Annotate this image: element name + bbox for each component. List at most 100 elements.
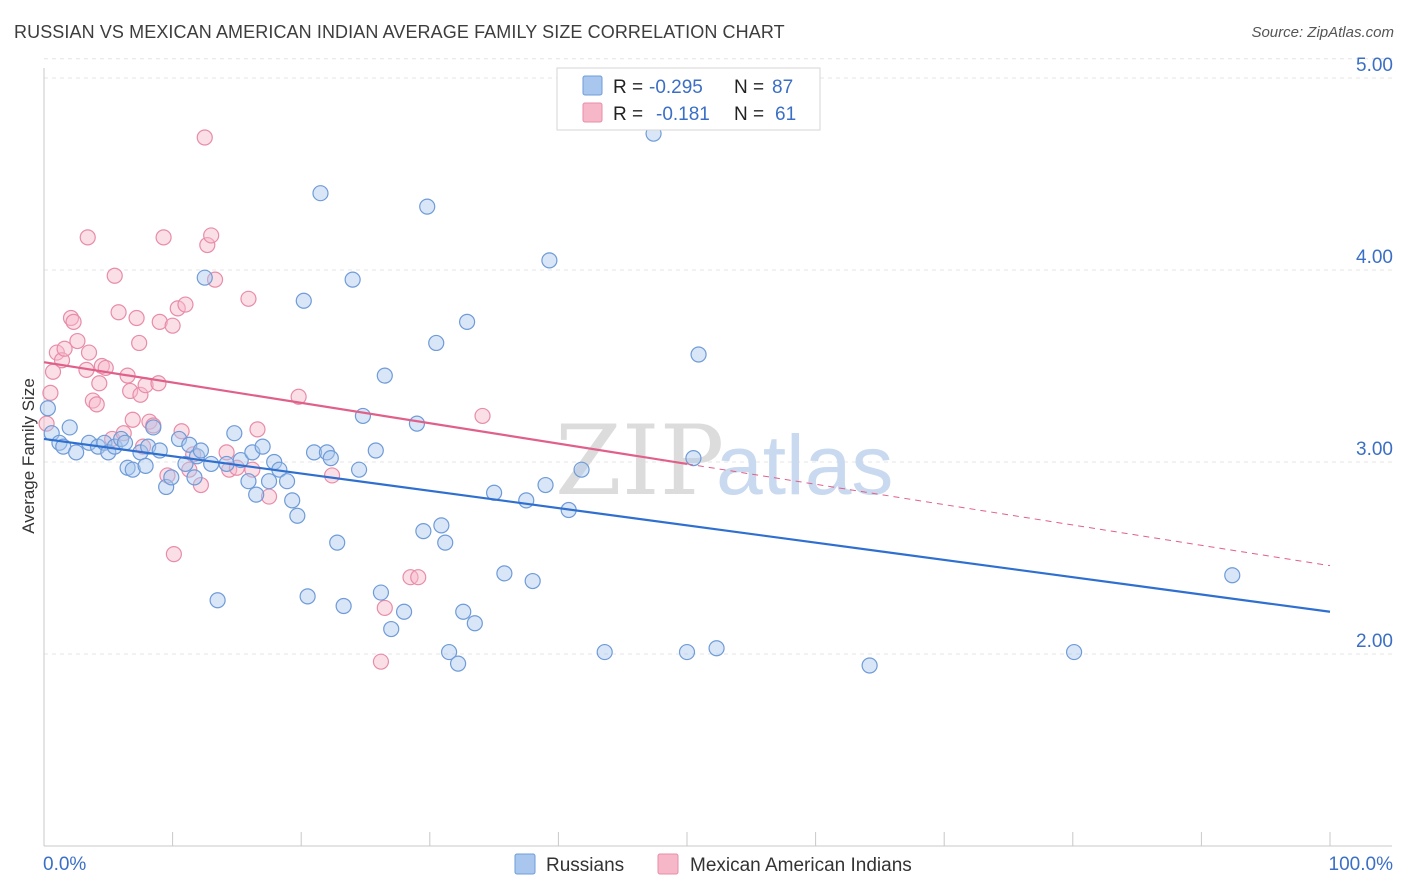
data-point-russians	[299, 588, 316, 605]
data-point-russians	[344, 271, 361, 288]
data-point-russians	[524, 572, 541, 590]
data-point-russians	[1224, 567, 1241, 584]
data-point-russians	[312, 185, 329, 202]
legend-r-value-mexican: -0.181	[656, 104, 710, 125]
data-point-russians	[68, 444, 85, 461]
data-point-russians	[690, 346, 707, 363]
legend-n-label-russians: N =	[734, 77, 764, 98]
data-point-russians	[1065, 643, 1083, 661]
data-point-mexican-american-indians	[249, 421, 266, 438]
data-point-mexican-american-indians	[169, 300, 186, 317]
data-point-russians	[372, 584, 390, 601]
data-point-russians	[163, 469, 180, 486]
trend-line-mexican-american-indians	[43, 361, 688, 466]
source-credit: Source: ZipAtlas.com	[1251, 24, 1394, 41]
data-point-russians	[408, 415, 426, 432]
bottom-legend-label-mexican: Mexican American Indians	[690, 855, 912, 876]
data-point-mexican-american-indians	[42, 384, 59, 401]
data-point-russians	[518, 492, 535, 509]
data-point-russians	[395, 603, 413, 620]
data-point-russians	[419, 198, 436, 215]
data-point-russians	[335, 597, 352, 615]
data-point-mexican-american-indians	[203, 227, 220, 244]
data-point-russians	[861, 657, 878, 674]
data-point-russians	[350, 461, 368, 478]
data-point-russians	[226, 425, 243, 442]
data-point-russians	[284, 492, 301, 509]
trend-line-russians	[43, 437, 1331, 613]
watermark-zip: ZIP	[555, 405, 724, 517]
data-point-mexican-american-indians	[196, 129, 213, 146]
legend-r-value-russians: -0.295	[649, 77, 703, 98]
data-point-russians	[455, 603, 472, 620]
data-point-russians	[367, 442, 384, 459]
data-point-russians	[196, 269, 213, 286]
data-point-russians	[428, 334, 445, 352]
data-point-russians	[170, 430, 188, 448]
data-point-russians	[61, 419, 78, 436]
data-point-mexican-american-indians	[132, 386, 149, 403]
data-point-russians	[354, 407, 372, 425]
data-point-russians	[437, 534, 454, 551]
trend-lines	[43, 361, 1331, 613]
watermark: ZIP atlas	[555, 405, 893, 517]
data-point-russians	[573, 461, 590, 478]
data-point-mexican-american-indians	[376, 599, 393, 617]
data-point-russians	[466, 615, 483, 632]
data-point-mexican-american-indians	[151, 313, 168, 330]
data-point-russians	[289, 507, 306, 524]
data-point-russians	[458, 313, 476, 330]
data-point-russians	[678, 643, 696, 661]
data-point-russians	[137, 457, 154, 474]
data-point-russians	[708, 640, 725, 657]
data-point-mexican-american-indians	[88, 396, 105, 413]
legend-n-label-mexican: N =	[734, 104, 764, 125]
data-point-mexican-american-indians	[240, 290, 257, 307]
data-point-russians	[203, 455, 220, 473]
data-point-mexican-american-indians	[80, 344, 98, 361]
series-legend: Russians Mexican American Indians	[514, 853, 912, 876]
data-point-mexican-american-indians	[79, 229, 96, 246]
correlation-legend: R = -0.295 N = 87 R = -0.181 N = 61	[556, 67, 821, 131]
data-point-mexican-american-indians	[128, 309, 145, 327]
data-point-russians	[305, 444, 323, 461]
data-point-russians	[376, 367, 393, 384]
data-point-mexican-american-indians	[56, 340, 73, 357]
data-point-russians	[192, 442, 209, 459]
data-point-mexican-american-indians	[150, 375, 167, 392]
data-point-mexican-american-indians	[474, 407, 491, 425]
data-point-russians	[449, 655, 467, 672]
data-point-russians	[240, 473, 257, 490]
y-tick-label: 5.00	[1356, 55, 1393, 76]
data-point-russians	[329, 534, 346, 551]
y-axis-title: Average Family Size	[19, 378, 38, 534]
legend-r-label-russians: R =	[613, 77, 643, 98]
data-point-russians	[295, 292, 312, 309]
data-point-russians	[496, 565, 513, 582]
data-point-mexican-american-indians	[199, 236, 216, 254]
data-point-mexican-american-indians	[155, 229, 172, 246]
data-point-russians	[685, 450, 702, 467]
data-point-russians	[596, 643, 613, 661]
data-point-mexican-american-indians	[372, 653, 390, 670]
data-point-russians	[248, 486, 265, 503]
bottom-legend-label-russians: Russians	[546, 855, 624, 876]
data-point-mexican-american-indians	[65, 313, 82, 330]
data-point-mexican-american-indians	[69, 332, 86, 350]
legend-n-value-mexican: 61	[775, 104, 796, 125]
data-point-russians	[537, 476, 554, 494]
data-point-mexican-american-indians	[177, 296, 194, 313]
x-axis-ticks	[43, 832, 1331, 846]
legend-swatch-russians	[582, 75, 603, 96]
data-point-mexican-american-indians	[164, 317, 181, 334]
data-point-russians	[415, 523, 432, 540]
bottom-legend-swatch-russians	[514, 853, 536, 875]
legend-swatch-mexican	[582, 102, 603, 123]
x-tick-label-max: 100.0%	[1329, 854, 1394, 875]
y-tick-label: 3.00	[1356, 439, 1393, 460]
data-point-russians	[383, 620, 400, 638]
bottom-legend-swatch-mexican	[657, 853, 679, 875]
data-point-mexican-american-indians	[290, 388, 307, 405]
data-point-russians	[254, 438, 271, 455]
